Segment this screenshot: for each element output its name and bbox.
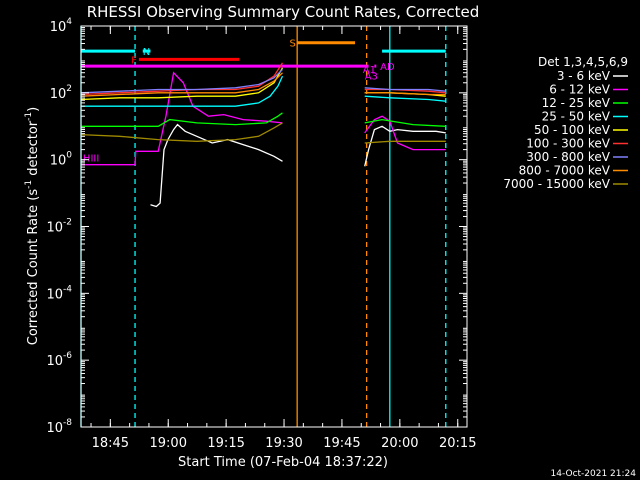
x-tick-label: 19:15 <box>207 436 244 451</box>
y-tick-label: 102 <box>50 84 72 102</box>
series-line <box>81 112 446 127</box>
timestamp: 14-Oct-2021 21:24 <box>551 469 637 479</box>
series-line <box>81 71 446 166</box>
y-axis-label-part: Corrected Count Rate (s <box>26 189 41 346</box>
legend-label: 12 - 25 keV <box>542 96 611 110</box>
flag-label: AD <box>380 62 395 73</box>
y-axis-label-sup: -1 <box>24 180 34 189</box>
legend-label: 7000 - 15000 keV <box>503 177 610 191</box>
y-tick-label: 10-4 <box>46 284 72 302</box>
legend-label: 50 - 100 keV <box>534 123 611 137</box>
chart-title: RHESSI Observing Summary Count Rates, Co… <box>87 3 480 21</box>
legend-label: 100 - 300 keV <box>526 137 610 151</box>
legend-label: 3 - 6 keV <box>557 69 611 83</box>
x-tick-label: 20:15 <box>439 436 476 451</box>
series-line <box>80 68 446 94</box>
y-axis-label: Corrected Count Rate (s-1 detector-1) <box>24 107 41 345</box>
plot-area: NFSADHIIIA1A3 <box>80 26 447 427</box>
annotation-label: A1 <box>363 65 376 76</box>
series-line <box>80 62 446 96</box>
legend-label: 6 - 12 keV <box>549 83 611 97</box>
series-line <box>80 122 446 144</box>
y-tick-label: 10-8 <box>46 418 72 436</box>
legend-label: 800 - 7000 keV <box>519 164 611 178</box>
flag-label: F <box>131 55 137 66</box>
x-tick-label: 19:00 <box>150 436 187 451</box>
axes: 18:45 19:00 19:15 19:30 19:45 20:00 20:15 104 10… <box>46 17 476 451</box>
y-tick-label: 100 <box>50 151 73 169</box>
x-axis-label: Start Time (07-Feb-04 18:37:22) <box>178 455 388 470</box>
y-axis-label-part: ) <box>26 107 41 112</box>
y-tick-label: 104 <box>50 17 73 35</box>
legend-label: 300 - 800 keV <box>526 150 610 164</box>
series-line <box>80 72 446 97</box>
annotation-label: HIII <box>83 153 99 164</box>
legend-label: 25 - 50 keV <box>542 110 611 124</box>
y-axis-label-sup: -1 <box>24 112 34 121</box>
x-tick-label: 19:30 <box>265 436 302 451</box>
series-line <box>81 75 446 107</box>
y-tick-label: 10-6 <box>46 351 72 369</box>
annotation-label: A3 <box>365 71 378 82</box>
x-tick-label: 18:45 <box>92 436 129 451</box>
x-tick-label: 19:45 <box>323 436 360 451</box>
y-tick-label: 10-2 <box>46 218 72 236</box>
flag-label: S <box>289 39 295 50</box>
y-axis-label-part: detector <box>26 120 41 180</box>
legend-title: Det 1,3,4,5,6,9 <box>538 55 628 69</box>
x-tick-label: 20:00 <box>381 436 418 451</box>
